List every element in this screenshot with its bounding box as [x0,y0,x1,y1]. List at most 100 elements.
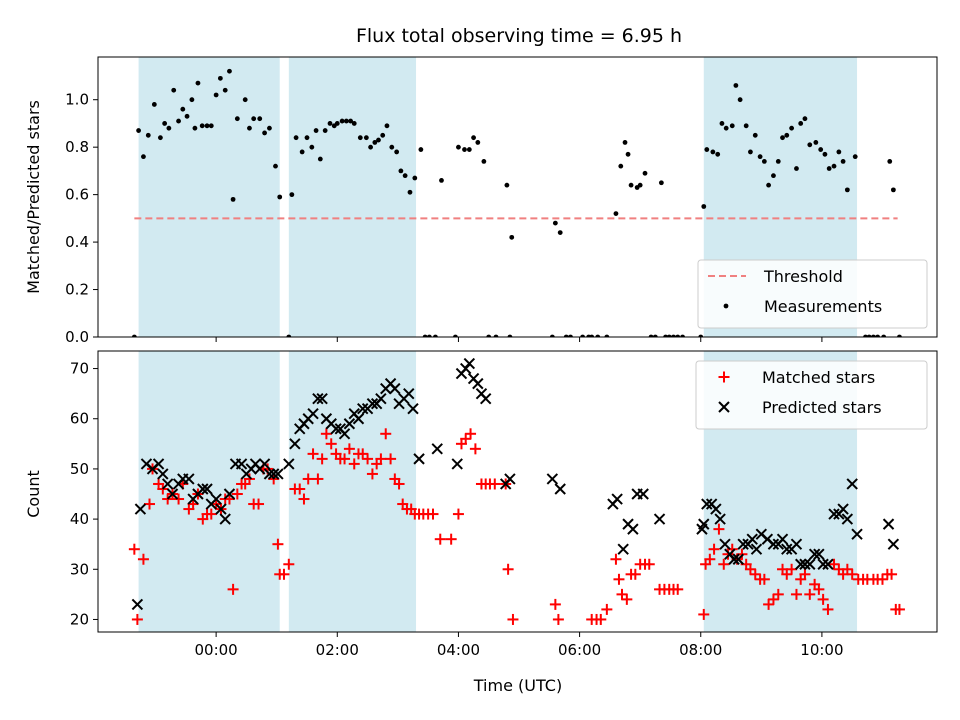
bottom-point-1-113-b [846,478,858,490]
top-point-0-119 [766,182,771,188]
top-point-0-86 [595,334,601,337]
bottom-point-0-103 [704,553,716,565]
bottom-point-0-43 [325,438,337,450]
bottom-point-0-105 [713,523,725,535]
bottom-point-1-67-b [479,392,492,405]
bottom-point-1-31 [289,438,301,450]
bottom-point-0-1 [131,613,143,625]
bottom-point-0-129 [822,603,834,615]
legend-box [695,360,928,430]
bottom-point-1-35 [307,408,319,420]
top-point-0-6 [162,121,168,126]
top-point-0-14 [195,80,201,86]
legend-label-predicted-stars: Predicted stars [762,398,882,417]
bottom-point-1-85-b [714,513,726,525]
top-point-0-67 [456,144,461,150]
bottom-point-1-116-b [887,538,900,550]
bottom-point-1-111-b [837,503,849,515]
top-point-0-104 [698,334,704,337]
top-point-0-9 [176,118,181,124]
bottom-point-1-26-b [258,458,271,470]
top-point-0-22 [230,196,236,202]
top-point-0-96 [648,334,654,337]
top-point-0-52 [376,137,381,143]
bottom-point-0-68 [445,533,457,545]
top-point-0-106 [704,147,710,152]
bottom-point-0-41 [316,453,328,465]
bottom-point-1-58-b [413,453,425,465]
legend-box [697,259,928,329]
bottom-point-1-79-b [653,513,666,525]
bottom-point-0-92 [629,568,641,580]
bottom-point-1-108 [822,558,834,570]
bottom-point-1-106 [813,548,825,560]
bottom-point-1-99 [781,543,793,555]
top-point-0-13 [192,125,198,131]
bottom-point-1-93 [750,543,763,555]
top-point-0-109 [719,121,725,126]
top-point-0-128 [807,142,813,148]
top-panel-frame [97,56,938,338]
top-legend: Threshold Measurements [697,259,928,329]
bottom-point-1-70 [546,473,559,485]
bottom-point-0-58 [393,478,405,490]
top-point-0-16 [204,123,210,129]
top-point-0-19 [217,75,223,81]
bottom-point-1-37-b [316,392,328,405]
top-point-0-139 [866,334,872,337]
bottom-point-1-90-b [737,538,749,550]
bottom-point-1-57 [407,402,419,415]
top-point-0-49 [363,135,369,141]
bottom-point-1-85 [714,513,726,525]
bottom-point-0-89 [616,588,628,600]
bottom-point-1-57-b [407,402,419,415]
bottom-point-1-112 [841,513,854,525]
top-point-0-0 [131,334,137,337]
bottom-point-0-134 [846,568,858,580]
top-point-0-100 [666,334,672,337]
top-point-0-47 [351,121,357,126]
bottom-point-1-98 [776,533,789,545]
bottom-series-matched-stars [128,428,905,625]
bottom-point-1-27-b [263,468,276,480]
top-point-0-115 [748,149,753,155]
bottom-point-1-104-b [804,558,816,570]
bottom-point-0-55 [380,428,392,440]
bottom-point-0-117 [767,593,779,605]
bottom-point-1-17 [215,503,227,515]
top-point-0-70 [471,135,476,141]
top-point-0-127 [802,116,808,122]
bottom-y-tick-label-4: 60 [70,410,89,428]
top-point-0-91 [625,151,631,157]
bottom-point-1-14-b [201,483,213,495]
bottom-point-0-47 [343,443,355,455]
bottom-point-0-82 [552,613,564,625]
top-point-0-95 [642,170,648,176]
bottom-point-0-67 [434,533,446,545]
bottom-point-0-72 [465,428,477,440]
bottom-point-0-87 [610,553,622,565]
top-y-tick-label-3: 0.6 [65,186,89,204]
x-tick-label-4: 08:00 [679,641,722,659]
top-point-0-27 [257,116,263,122]
bottom-point-0-88 [613,573,625,585]
bottom-point-1-50-b [375,392,387,405]
top-observing-window-0 [138,57,280,337]
top-point-0-66 [453,334,458,337]
bottom-point-0-124 [799,568,811,580]
bottom-point-0-112 [744,563,756,575]
top-point-0-92 [628,182,634,188]
bottom-point-0-118 [772,588,784,600]
top-point-0-117 [757,154,763,160]
bottom-point-0-86 [601,603,613,615]
top-point-0-124 [789,125,795,131]
bottom-point-1-29 [272,468,284,480]
bottom-point-1-101-b [790,538,803,550]
top-point-0-1 [136,128,141,133]
top-y-tick-label-5: 1.0 [65,91,89,109]
bottom-point-0-144 [893,603,905,615]
bottom-point-0-3 [143,498,155,510]
bottom-point-1-36-b [312,392,324,405]
bottom-point-0-22 [231,488,243,500]
bottom-observing-window-1 [288,351,417,632]
